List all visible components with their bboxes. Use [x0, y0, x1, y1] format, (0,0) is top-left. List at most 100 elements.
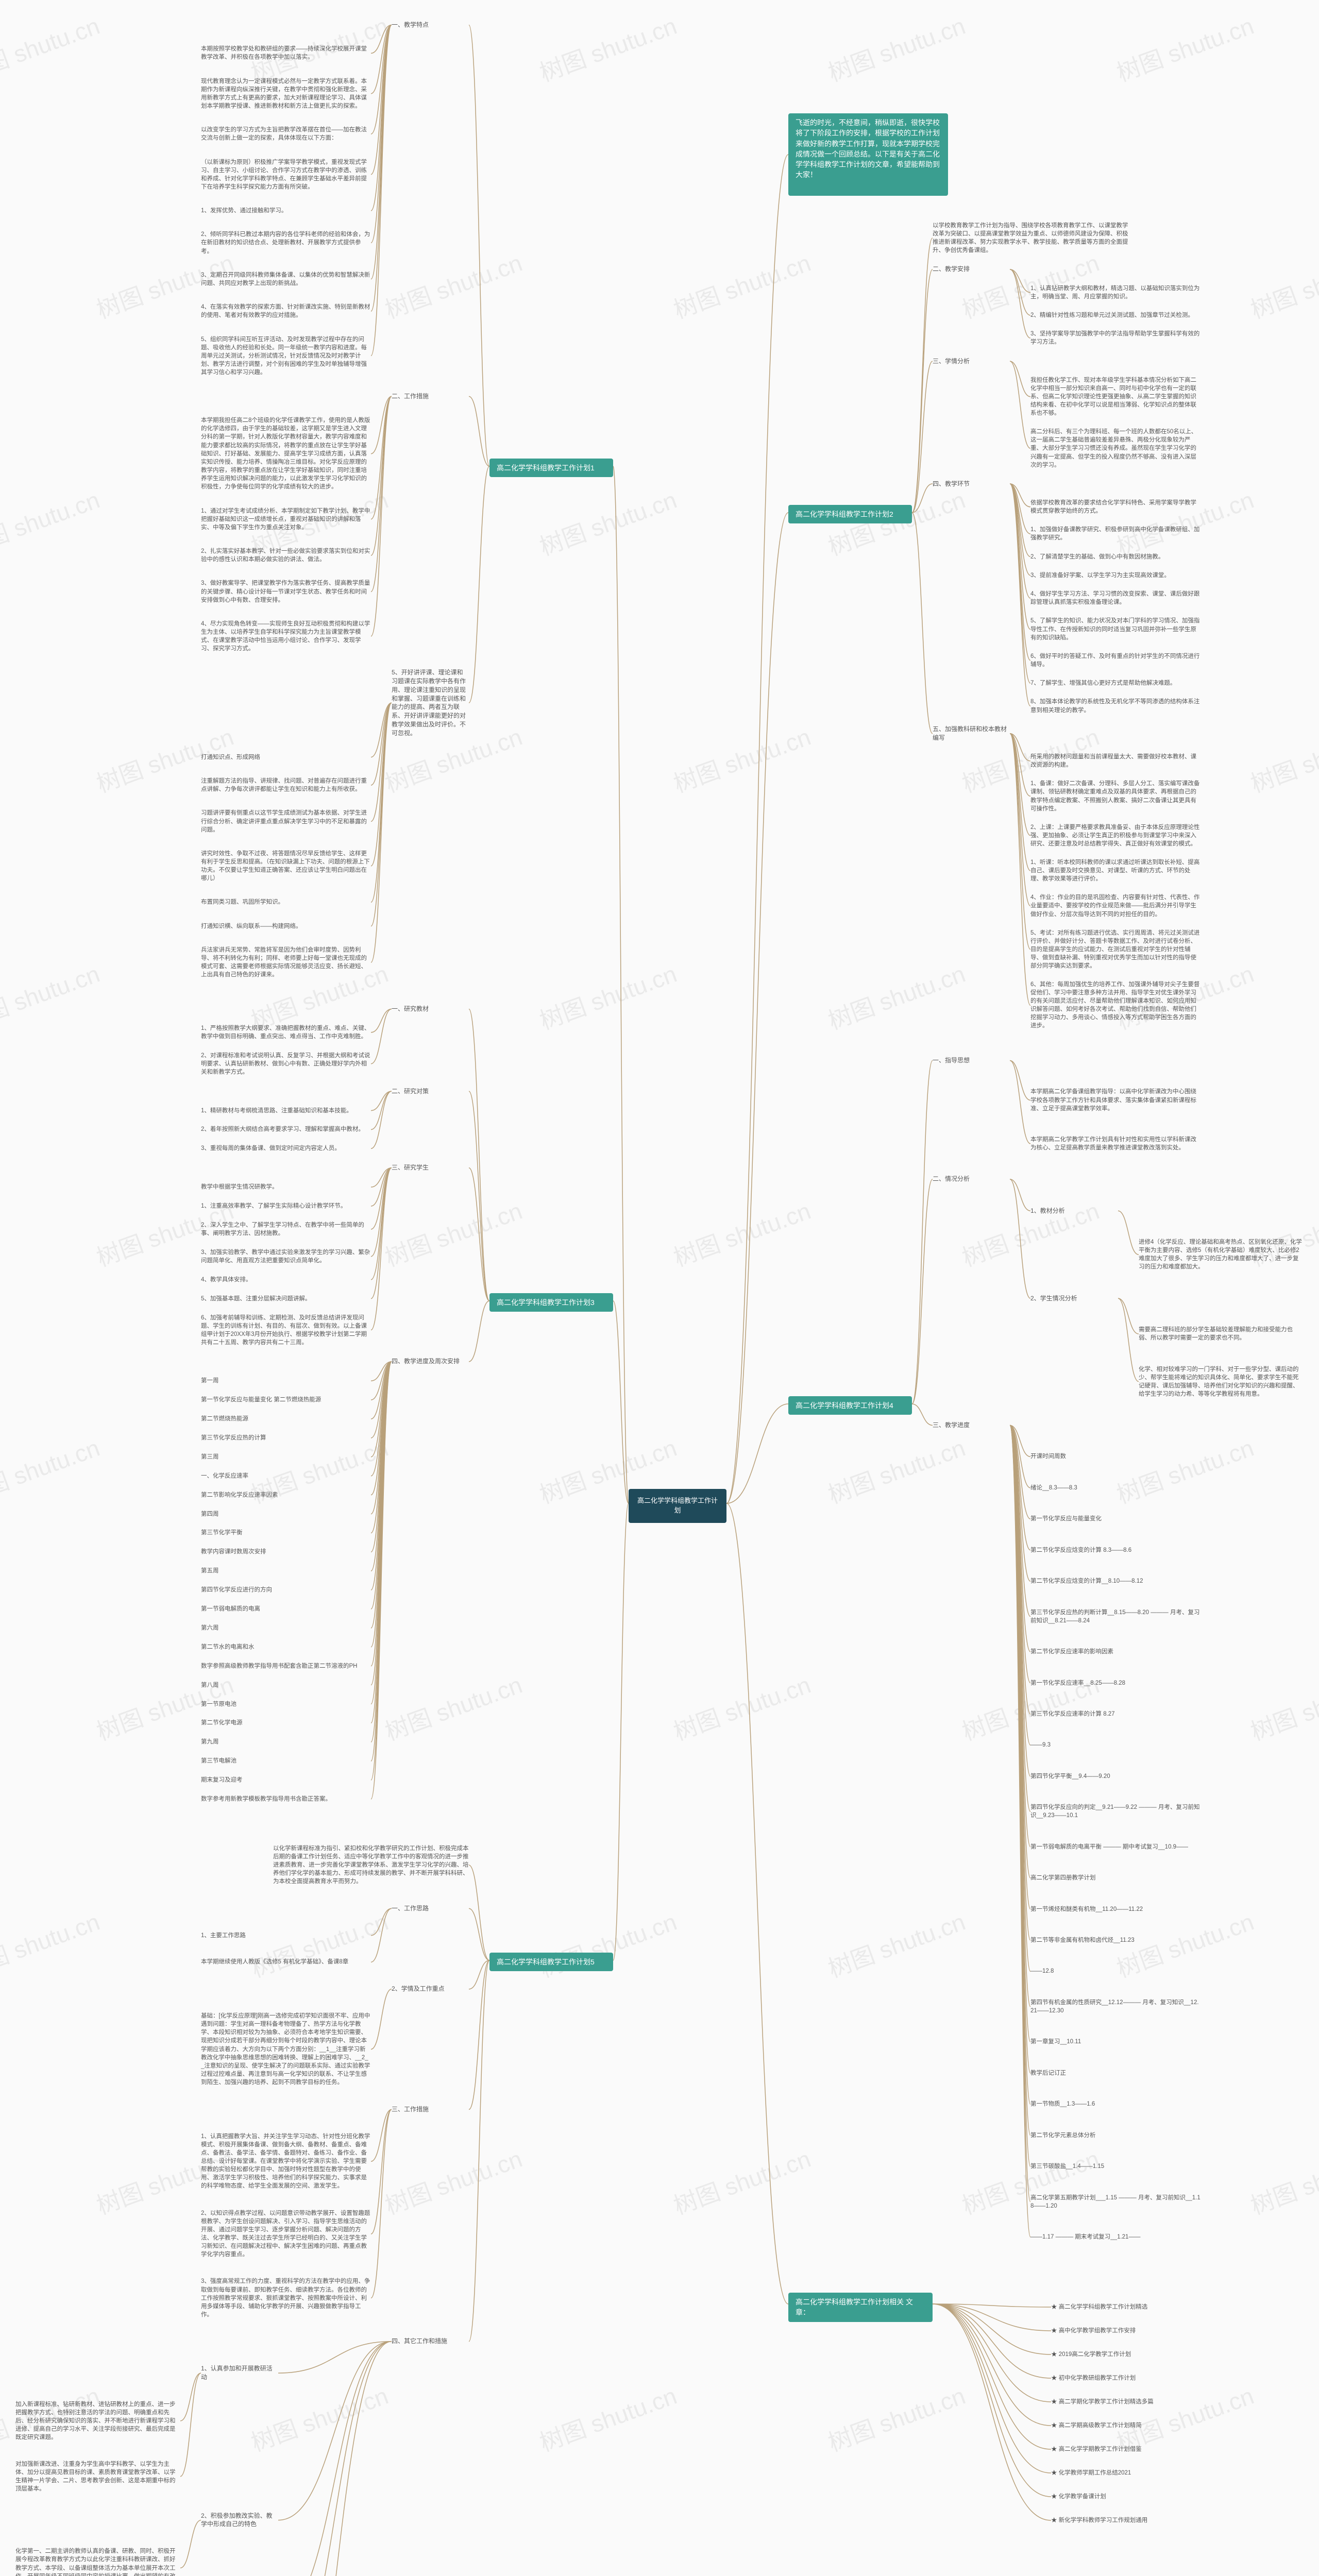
- leaf-b1-2-4: 布置同类习题、巩固所学知识。: [201, 898, 371, 906]
- leaf-b4-2-10: 第四节化学平衡__9.4——9.20: [1030, 1772, 1200, 1781]
- leaf-b5-3-2: 3、强度高常规工作的力度、重视科学的方法在教学中的应用、争取做到每每要课前、即知…: [201, 2277, 371, 2318]
- leaf-b4-2-5: 第三节化学反应热的判断计算__8.15——8.20 ——— 月考、复习前知识__…: [1030, 1608, 1200, 1625]
- watermark: 树图 shutu.cn: [1245, 2140, 1319, 2221]
- leaf-b3-3-5: 一、化学反应速率: [201, 1472, 371, 1480]
- leaf-b4-2-21: 第二节化学元素总体分析: [1030, 2131, 1200, 2140]
- leaf-b1-2-5: 打通知识横、纵向联系——构建网络。: [201, 922, 371, 930]
- leaf-b3-3-8: 第三节化学平衡: [201, 1529, 371, 1537]
- leaf-b2-4-3: 1、听课：听本校同科教师的课以求通过听课达到取长补短、提高自己、课后要及时交换意…: [1030, 858, 1200, 883]
- watermark: 树图 shutu.cn: [668, 1666, 815, 1747]
- leaf-b1-2-1: 注重解题方法的指导、讲规律、找问题、对普遍存在问题进行重点讲解、力争每次讲评都能…: [201, 777, 371, 793]
- sub-b5-4-1: 2、积极参加教改实验、教学中形成自己的特色: [201, 2512, 278, 2529]
- leaf-b3-1-0: 1、精研教材与考纲梳清思路、注重基础知识和基本技能。: [201, 1107, 371, 1115]
- leaf-b3-3-13: 第六周: [201, 1624, 371, 1632]
- watermark: 树图 shutu.cn: [823, 7, 969, 88]
- leaf-b3-2-4: 4、教学具体安排。: [201, 1276, 371, 1284]
- leaf-b1-1-2: 2、扎实落实好基本教学、针对一些必做实验要求落实到位和对实验中的感性认识和本期必…: [201, 547, 371, 564]
- leaf-b3-0-1: 2、对课程标准和考试说明认真、反复学习、并根据大纲和考试说明要求、认真钻研新教材…: [201, 1052, 371, 1076]
- sub-b4-1-1: 2、学生情况分析: [1030, 1294, 1118, 1303]
- watermark: 树图 shutu.cn: [534, 7, 681, 88]
- branch-b5: 高二化学学科组教学工作计划5: [489, 1953, 613, 1971]
- leaf-b2-3-1: 1、加强做好备课教学研究、积极参研到高中化学备课教研组、加强教学研究。: [1030, 526, 1200, 542]
- leaf-b6-0-4: ★ 高二学期化学教学工作计划精选多篇: [1051, 2398, 1221, 2406]
- leaf-b4-2-7: 第一节化学反应速率__8.25——8.28: [1030, 1679, 1200, 1687]
- watermark: 树图 shutu.cn: [380, 1192, 526, 1273]
- leaf-b2-3-4: 4、做好学生学习方法、学习习惯的改变探索、课堂、课后做好跟踪管理认真抓落实积极准…: [1030, 590, 1200, 606]
- cat-b5-0: 以化学新课程标准为指引、紧扣校和化学教学研究的工作计划、积极完成本后期的备课工作…: [273, 1844, 469, 1886]
- watermark: 树图 shutu.cn: [668, 1192, 815, 1273]
- leaf-b3-1-2: 3、重视每周的集体备课、做到定时间定内容定人员。: [201, 1144, 371, 1153]
- watermark: 树图 shutu.cn: [823, 955, 969, 1036]
- cat-b3-3: 四、教学进度及周次安排: [392, 1357, 469, 1366]
- leaf-b6-0-8: ★ 化学教学备课计划: [1051, 2493, 1221, 2501]
- watermark: 树图 shutu.cn: [0, 481, 104, 562]
- leaf-b3-2-5: 5、加强基本题、注重分层解决问题讲解。: [201, 1295, 371, 1303]
- leaf-b3-3-0: 第一周: [201, 1377, 371, 1385]
- leaf-b1-0-6: 3、定期召开同级同科教师集体备课、以集体的优势和智慧解决新问题、共同应对教学上出…: [201, 271, 371, 287]
- cat-b3-1: 二、研究对策: [392, 1087, 469, 1096]
- cat-b3-2: 三、研究学生: [392, 1163, 469, 1172]
- leaf-b1-0-4: 1、发挥优势、通过接触和学习。: [201, 207, 371, 215]
- cat-b5-2: 2、学情及工作重点: [392, 1985, 469, 1993]
- watermark: 树图 shutu.cn: [534, 1903, 681, 1984]
- leaf-b4-2-18: 第一章复习__10.11: [1030, 2038, 1200, 2046]
- leaf-b4-2-17: 第四节有机金属的性质研究__12.12——— 月考、复习知识__12.21——1…: [1030, 1998, 1200, 2015]
- branch-b4: 高二化学学科组教学工作计划4: [788, 1396, 912, 1415]
- leaf-b5-1-1: 本学期继续使用人教版《选修5 有机化学基础》、备课8章: [201, 1958, 371, 1966]
- leaf-b4-2-11: 第四节化学反应向的判定__9.21——9.22 ——— 月考、复习前知识__9.…: [1030, 1803, 1200, 1820]
- leaf-b2-3-0: 依据学校教育改革的要求结合化学学科特色、采用学案导学教学模式贯穿教学始终的方式。: [1030, 499, 1200, 515]
- leaf-b4-2-13: 高二化学第四册教学计划: [1030, 1874, 1200, 1882]
- watermark: 树图 shutu.cn: [823, 1429, 969, 1510]
- leaf-b2-4-6: 6、其他：每周加强优生的培养工作、加强课外辅导对尖子生要督促他们、学习中要注意多…: [1030, 980, 1200, 1030]
- leaf-b3-0-0: 1、严格按照教学大纲要求、准确把握教材的重点、难点、关键、教学中做到目标明确、重…: [201, 1024, 371, 1041]
- leaf-b2-4-1: 1、备课：做好二次备课、分理科、多层人分工、落实编写课改备课制、领钻研教材确定重…: [1030, 779, 1200, 812]
- leaf-b1-0-5: 2、倾听同学科已教过本期内容的各位学科老师的经验和体会，为在新旧教材的知识结合点…: [201, 230, 371, 255]
- leaf-b4-2-22: 第三节碳酸盐__1.4——1.15: [1030, 2162, 1200, 2171]
- leaf-b4-2-24: ——1.17 ——— 期末考试复习__1.21——: [1030, 2233, 1200, 2241]
- watermark: 树图 shutu.cn: [0, 1903, 104, 1984]
- leaf-b1-1-3: 3、做好教案导学、把课堂教学作为落实教学任务、提高教学质量的关键步骤、精心设计好…: [201, 579, 371, 604]
- leaf-b3-3-17: 第一节原电池: [201, 1700, 371, 1708]
- leaf-b5-2-0: 基础：[化学反应原理]刚高一选修完成初学知识面很不牢、应用中遇到问题：学生对高一…: [201, 2012, 371, 2087]
- leaf-b4-2-1: 绪论__8.3——8.3: [1030, 1484, 1200, 1492]
- leaf-b3-3-11: 第四节化学反应进行的方向: [201, 1586, 371, 1594]
- leaf-b4-2-19: 教学后记订正: [1030, 2069, 1200, 2077]
- leaf-b3-2-3: 3、加强实验教学、教学中通过实验来激发学生的学习兴趣、繁杂问题简单化、用直观方法…: [201, 1248, 371, 1265]
- leaf-b4-2-14: 第一节烯烃和醚类有机物__11.20——11.22: [1030, 1905, 1200, 1913]
- watermark: 树图 shutu.cn: [957, 1192, 1103, 1273]
- leaf-b3-2-1: 1、注重高效率教学、了解学生实际精心设计教学环节。: [201, 1202, 371, 1210]
- leaf-b3-2-6: 6、加强考前辅导和训练、定期检测、及时反馈总结讲评发现问题、学生的训练有计划、有…: [201, 1314, 371, 1347]
- center-node: 高二化学学科组教学工作计划: [629, 1489, 726, 1523]
- leaf-b4-2-4: 第二节化学反应焓变的计算__8.10——8.12: [1030, 1577, 1200, 1585]
- watermark: 树图 shutu.cn: [1111, 1429, 1258, 1510]
- leaf-b3-3-15: 数字参照高级教师教学指导用书配套含勘正第二节溶液的PH: [201, 1662, 371, 1670]
- branch-b2: 高二化学学科组教学工作计划2: [788, 505, 912, 523]
- leaf-b2-3-5: 5、了解学生的知识、能力状况及对本门学科的学习情况、加强指导性工作、在传授新知识…: [1030, 617, 1200, 641]
- leaf-b6-0-6: ★ 高二化学学期教学工作计划借鉴: [1051, 2445, 1221, 2453]
- leaf-b1-2-2: 习题讲评要有侧重点以这节学生成绩测试为基本依据、对学生进行综合分析、确定讲评重点…: [201, 809, 371, 834]
- cat-b2-0: 以学校教育教学工作计划为指导、围绕学校各项教育教学工作、以课堂教学改革为突破口、…: [933, 222, 1128, 255]
- subleaf-b4-1-1-0: 需要高二理科班的部分学生基础较差理解能力和接受能力也弱、所以教学时需要一定的要求…: [1139, 1326, 1304, 1342]
- leaf-b2-3-8: 8、加强本体论教学的系统性及无机化学不等同渗透的结构体系注意到相关理论的教学。: [1030, 698, 1200, 714]
- cat-b3-0: 一、研究教材: [392, 1005, 469, 1013]
- cat-b1-0: 一、教学特点: [392, 21, 469, 29]
- branch-intro_right: 飞逝的时光，不经意间，稍纵即逝，很快学校将了下阶段工作的安排，根据学校的工作计划…: [788, 113, 948, 196]
- leaf-b3-3-9: 教学内容课时数周次安排: [201, 1548, 371, 1556]
- watermark: 树图 shutu.cn: [1245, 244, 1319, 325]
- watermark: 树图 shutu.cn: [1245, 1666, 1319, 1747]
- cat-b5-1: 一、工作思路: [392, 1904, 469, 1913]
- leaf-b1-0-3: （以新课标为原则）积极推广学案导学教学模式，重视发现式学习、自主学习、小组讨论、…: [201, 158, 371, 191]
- watermark: 树图 shutu.cn: [1111, 481, 1258, 562]
- cat-b2-4: 五、加强教科研和校本教材编写: [933, 725, 1010, 742]
- leaf-b2-4-5: 5、考试：对所有练习题进行优选、实行周周清、将元过关测试进行评价、并做好计分、答…: [1030, 929, 1200, 970]
- cat-b1-1: 二、工作措施: [392, 392, 469, 401]
- watermark: 树图 shutu.cn: [246, 2377, 392, 2458]
- leaf-b3-3-20: 第三节电解池: [201, 1757, 371, 1765]
- leaf-b4-2-20: 第一节物质__1.3——1.6: [1030, 2100, 1200, 2108]
- leaf-b3-3-7: 第四周: [201, 1510, 371, 1518]
- leaf-b6-0-9: ★ 新化学学科教师学习工作规划通用: [1051, 2516, 1221, 2524]
- leaf-b3-2-0: 教学中根据学生情况研教学。: [201, 1183, 371, 1191]
- leaf-b6-0-5: ★ 高二学期高级教学工作计划精简: [1051, 2421, 1221, 2430]
- leaf-b3-3-14: 第二节水的电离和水: [201, 1643, 371, 1651]
- leaf-b2-2-1: 高二分科后、有三个为理科班、每一个班的人数都在50名以上、这一届高二学生基础普遍…: [1030, 428, 1200, 469]
